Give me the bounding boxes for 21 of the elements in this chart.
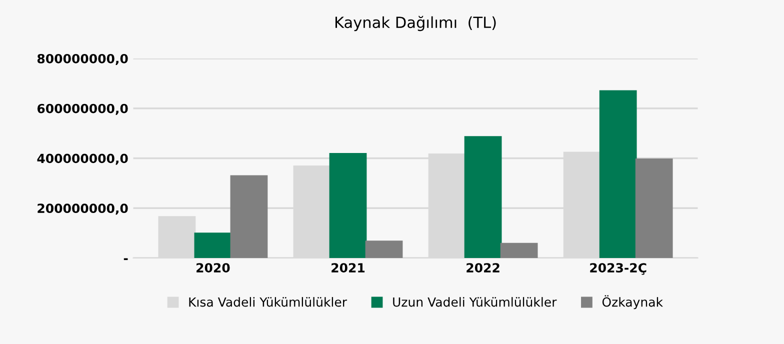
x-tick-label: 2020: [196, 263, 230, 273]
bar: [500, 242, 538, 258]
x-tick-label: 2022: [466, 263, 500, 273]
legend-label: Kısa Vadeli Yükümlülükler: [189, 297, 348, 307]
y-tick-label: 400000000,0: [37, 154, 128, 165]
bar: [194, 232, 232, 258]
bar: [329, 153, 367, 258]
x-tick-label: 2021: [332, 263, 365, 273]
bar: [365, 240, 403, 258]
bar: [230, 175, 268, 258]
x-tick-label: 2023-2Ç: [590, 263, 646, 275]
y-tick-label: 800000000,0: [37, 54, 128, 66]
legend-label: Özkaynak: [602, 295, 663, 310]
y-tick-label: -: [124, 258, 128, 260]
legend-label: Uzun Vadeli Yükümlülükler: [393, 297, 557, 307]
bar: [599, 90, 637, 258]
y-tick-label: 200000000,0: [38, 204, 128, 215]
chart-title: Kaynak Dağılımı (TL): [335, 16, 496, 32]
bar: [635, 158, 673, 258]
bar: [464, 136, 502, 258]
y-tick-label: 600000000,0: [37, 104, 128, 115]
